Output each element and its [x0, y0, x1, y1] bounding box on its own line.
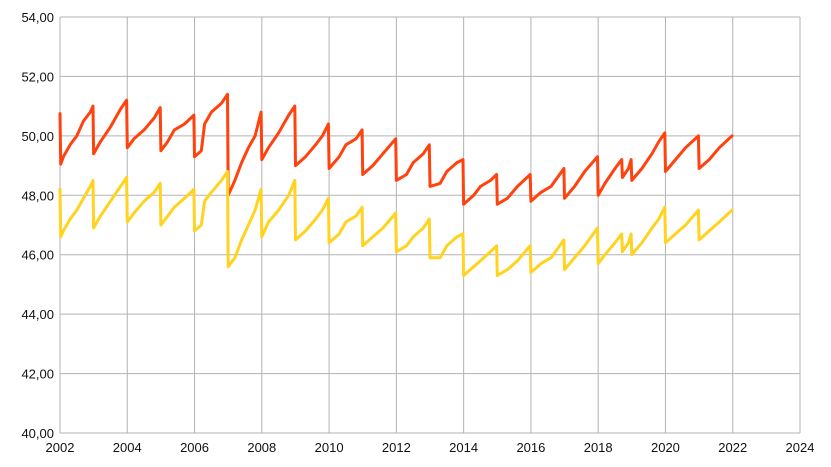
- y-tick-label: 52,00: [21, 69, 54, 84]
- series-line-2: [58, 170, 734, 277]
- x-tick-label: 2012: [382, 440, 411, 455]
- x-tick-label: 2002: [46, 440, 75, 455]
- x-axis-tick-labels: 2002 2004 2006 2008 2010 2012 2014 2016 2018 2020…: [46, 440, 815, 455]
- x-tick-label: 2022: [718, 440, 747, 455]
- y-tick-label: 46,00: [21, 248, 54, 263]
- series-group: [58, 92, 734, 277]
- y-tick-label: 44,00: [21, 307, 54, 322]
- x-tick-label: 2014: [449, 440, 478, 455]
- x-tick-label: 2010: [315, 440, 344, 455]
- y-tick-label: 54,00: [21, 10, 54, 25]
- x-tick-label: 2004: [113, 440, 142, 455]
- y-axis-tick-labels: 40,00 42,00 44,00 46,00 48,00 50,00 52,00 54,00: [21, 10, 54, 441]
- y-tick-label: 48,00: [21, 188, 54, 203]
- y-tick-label: 50,00: [21, 129, 54, 144]
- y-tick-label: 40,00: [21, 426, 54, 441]
- y-tick-label: 42,00: [21, 367, 54, 382]
- series-line-1: [58, 92, 734, 206]
- x-tick-label: 2008: [247, 440, 276, 455]
- x-tick-label: 2016: [516, 440, 545, 455]
- x-tick-label: 2006: [180, 440, 209, 455]
- x-tick-label: 2024: [786, 440, 815, 455]
- grid: [59, 16, 801, 434]
- x-tick-label: 2018: [584, 440, 613, 455]
- x-tick-label: 2020: [651, 440, 680, 455]
